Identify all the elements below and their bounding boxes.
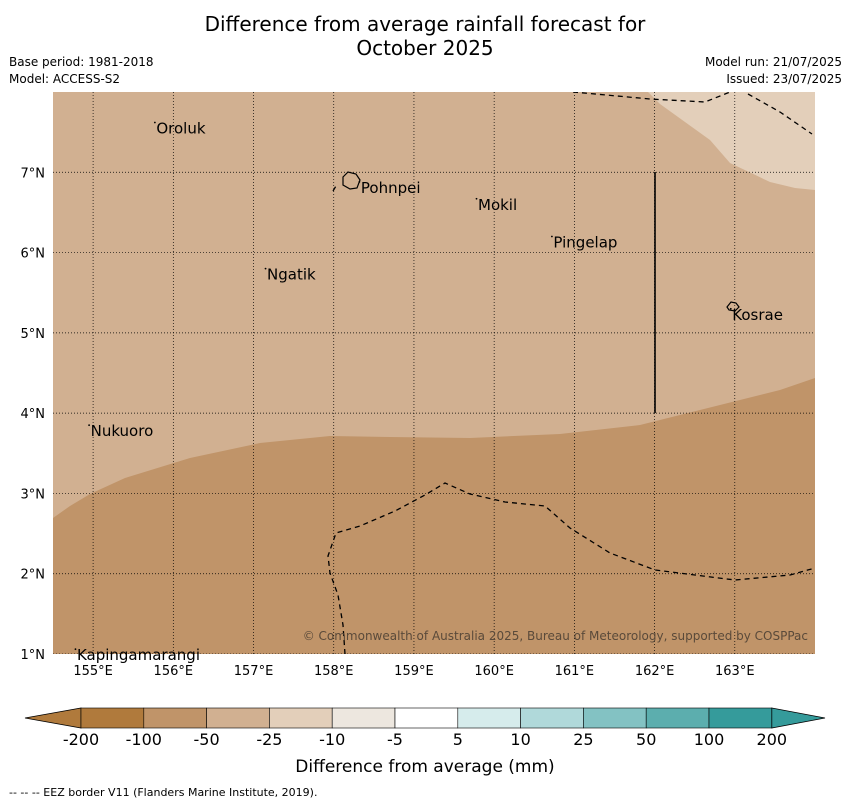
- eez-border: [327, 92, 815, 654]
- place-marker: [358, 181, 361, 183]
- legend-tick-label: 5: [453, 730, 463, 749]
- title-line-2: October 2025: [356, 36, 494, 60]
- base-period: Base period: 1981-2018: [9, 55, 154, 69]
- lat-tick-label: 2°N: [21, 568, 46, 583]
- place-marker: [153, 121, 156, 124]
- legend-title: Difference from average (mm): [295, 757, 554, 777]
- axis-ticks: 155°E 156°E 157°E 158°E 159°E 160°E 161°E 162°E…: [21, 166, 755, 679]
- lat-tick-label: 6°N: [21, 247, 46, 262]
- place-marker: [88, 424, 90, 427]
- region-m25: [648, 92, 815, 190]
- legend-tick-label: 200: [757, 730, 788, 749]
- place-label: Kosrae: [732, 306, 783, 324]
- place-label: Oroluk: [156, 120, 205, 138]
- legend-tick-label: 50: [636, 730, 656, 749]
- lat-tick-label: 7°N: [21, 166, 46, 181]
- place-label: Mokil: [478, 196, 517, 214]
- legend-tick-label: -200: [63, 730, 99, 749]
- place-marker: [74, 648, 77, 651]
- legend-tick-label: -25: [256, 730, 282, 749]
- legend-band: [331, 707, 396, 729]
- legend-tick-label: 100: [694, 730, 725, 749]
- place-marker: [264, 267, 267, 270]
- lon-tick-label: 162°E: [635, 664, 675, 679]
- lat-tick-label: 5°N: [21, 327, 46, 342]
- model-run: Model run: 21/07/2025: [704, 55, 842, 69]
- legend-band: [708, 707, 773, 729]
- lon-tick-label: 161°E: [555, 664, 595, 679]
- legend-band: [645, 707, 710, 729]
- place-label: Pohnpei: [361, 179, 421, 197]
- place-marker: [729, 307, 732, 310]
- metadata-right: Model run: 21/07/2025 Issued: 23/07/2025: [705, 54, 842, 88]
- legend-extend-high: [771, 707, 826, 729]
- legend-colorbar: -200 -100 -50 -25 -10 -5 5 10 25 50 100 200 Differe…: [24, 707, 826, 777]
- place-label: Nukuoro: [91, 422, 154, 440]
- metadata-left: Base period: 1981-2018 Model: ACCESS-S2: [9, 54, 154, 88]
- legend-band: [394, 707, 459, 729]
- lon-tick-label: 163°E: [715, 664, 755, 679]
- legend-band: [143, 707, 207, 729]
- place-labels: Oroluk Pohnpei Mokil Pingelap Ngatik Kosrae Nu…: [74, 120, 783, 664]
- lon-tick-label: 158°E: [314, 664, 354, 679]
- region-m100: [53, 378, 815, 654]
- place-label: Kapingamarangi: [77, 646, 200, 664]
- kosrae-outline: [726, 301, 740, 312]
- place-label: Ngatik: [267, 266, 316, 284]
- legend-band: [269, 707, 333, 729]
- legend-extend-low: [24, 707, 82, 729]
- place-marker: [475, 197, 478, 200]
- eez-footnote: -- -- -- EEZ border V11 (Flanders Marine…: [9, 786, 318, 799]
- island-outlines: [342, 171, 740, 312]
- legend-band: [520, 707, 584, 729]
- pohnpei-outline: [342, 171, 361, 190]
- legend-band: [80, 707, 145, 729]
- lon-tick-label: 155°E: [73, 664, 113, 679]
- title-line-1: Difference from average rainfall forecas…: [204, 12, 646, 36]
- legend-tick-label: 10: [510, 730, 530, 749]
- lon-tick-label: 160°E: [474, 664, 514, 679]
- map-gridlines: [53, 92, 815, 654]
- map-title: Difference from average rainfall forecas…: [0, 12, 850, 60]
- forecast-map: Oroluk Pohnpei Mokil Pingelap Ngatik Kosrae Nu…: [21, 92, 815, 679]
- legend-tick-label: -10: [319, 730, 345, 749]
- place-label: Pingelap: [553, 234, 617, 252]
- legend-tick-label: -50: [194, 730, 220, 749]
- place-marker: [551, 235, 553, 238]
- legend-tick-label: -5: [387, 730, 403, 749]
- lon-tick-label: 157°E: [234, 664, 274, 679]
- legend-band: [206, 707, 270, 729]
- legend-tick-label: 25: [573, 730, 593, 749]
- legend-tick-label: -100: [126, 730, 162, 749]
- lon-tick-label: 156°E: [154, 664, 194, 679]
- legend-band: [457, 707, 521, 729]
- lat-tick-label: 4°N: [21, 407, 46, 422]
- model-name: Model: ACCESS-S2: [9, 72, 121, 86]
- lat-tick-label: 1°N: [21, 648, 46, 663]
- copyright-notice: © Commonwealth of Australia 2025, Bureau…: [303, 629, 808, 643]
- lon-tick-label: 159°E: [394, 664, 434, 679]
- issued-date: Issued: 23/07/2025: [726, 72, 842, 86]
- legend-band: [583, 707, 647, 729]
- lat-tick-label: 3°N: [21, 487, 46, 502]
